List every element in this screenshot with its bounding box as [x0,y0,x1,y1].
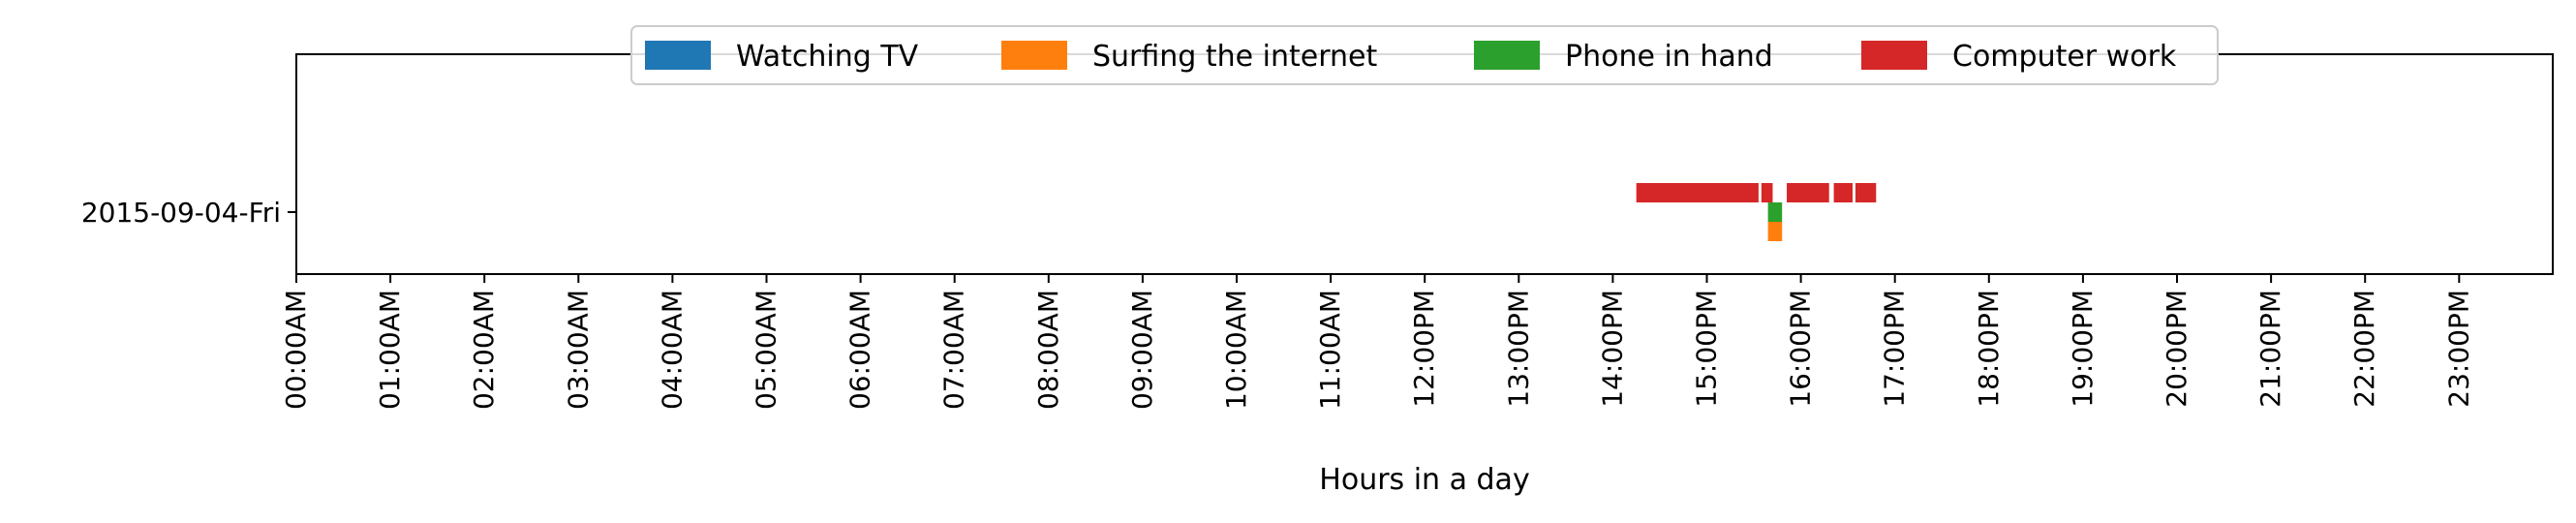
legend-swatch [1474,41,1540,70]
bar-computer-work [1636,183,1759,202]
y-tick-label: 2015-09-04-Fri [81,197,281,229]
x-tick-label: 13:00PM [1502,290,1534,408]
legend-swatch [1861,41,1927,70]
x-tick-label: 11:00AM [1314,290,1346,410]
bar-phone-in-hand [1767,202,1783,222]
legend-label: Computer work [1952,40,2177,74]
x-tick-label: 14:00PM [1596,290,1628,408]
x-tick-label: 22:00PM [2348,290,2380,408]
x-tick-label: 23:00PM [2442,290,2474,408]
x-tick-label: 08:00AM [1032,290,1064,410]
bar-surfing-the-internet [1767,222,1783,241]
x-tick-label: 15:00PM [1691,290,1723,408]
x-tick-label: 05:00AM [751,290,782,410]
x-tick-label: 10:00AM [1220,290,1252,410]
x-tick-label: 04:00AM [656,290,688,410]
x-tick-label: 09:00AM [1126,290,1158,410]
axis-ticks: 00:00AM 01:00AM 02:00AM 03:00AM 04:00AM 05:00… [81,197,2474,410]
legend-label: Watching TV [736,40,919,74]
plot-marks [1636,183,1877,241]
x-axis-title: Hours in a day [1319,463,1529,497]
x-tick-label: 07:00AM [938,290,970,410]
x-tick-label: 16:00PM [1785,290,1817,408]
x-tick-label: 00:00AM [280,290,312,410]
x-tick-label: 19:00PM [2067,290,2099,408]
x-tick-label: 17:00PM [1879,290,1911,408]
legend: Watching TV Surfing the internet Phone in … [630,25,2219,85]
x-tick-label: 12:00PM [1408,290,1440,408]
bar-computer-work [1855,183,1877,202]
x-tick-label: 03:00AM [562,290,594,410]
x-tick-label: 06:00AM [844,290,876,410]
plot-frame [295,53,2554,275]
bar-computer-work [1787,183,1829,202]
bar-computer-work [1761,183,1773,202]
x-tick-label: 21:00PM [2254,290,2286,408]
x-tick-label: 01:00AM [374,290,406,410]
legend-label: Surfing the internet [1092,40,1377,74]
x-tick-label: 02:00AM [468,290,500,410]
legend-swatch [1001,41,1067,70]
bar-computer-work [1833,183,1854,202]
legend-label: Phone in hand [1565,40,1773,74]
x-tick-label: 20:00PM [2161,290,2193,408]
legend-swatch [645,41,711,70]
x-tick-label: 18:00PM [1973,290,2005,408]
